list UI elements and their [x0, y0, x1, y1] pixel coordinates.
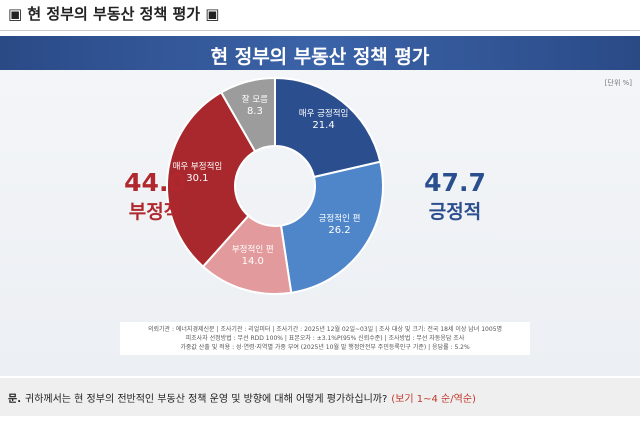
divider: [0, 30, 640, 31]
slice-label: 잘 모름 8.3: [227, 95, 283, 117]
unit: [단위 %]: [604, 79, 632, 87]
pie-slice: [166, 90, 257, 268]
banner: [0, 36, 640, 70]
slice-label: 매우 부정적임 30.1: [169, 162, 225, 184]
question: 문. 귀하께서는 현 정부의 전반적인 부동산 정책 운영 및 방향에 대해 어떻…: [8, 390, 476, 405]
category-label: 긍정적인 편: [318, 213, 361, 224]
value-label: 8.3: [246, 105, 263, 117]
pie-slice: [219, 76, 276, 153]
pie-slice: [279, 160, 384, 294]
summary: 44.0 부정적: [95, 168, 215, 224]
chart-title: 현 정부의 부동산 정책 평가: [210, 46, 430, 68]
header: ▣ 현 정부의 부동산 정책 평가 ▣: [8, 5, 220, 23]
slice-label: 부정적인 편 14.0: [225, 245, 281, 267]
value-label: 30.1: [186, 172, 209, 184]
category-label: 매우 긍정적임: [298, 108, 349, 119]
footer-line: 가중값 산출 및 적용 : 성·연령·지역별 가중 부여 (2025년 10월 …: [180, 344, 470, 351]
summary-label: 부정적: [128, 201, 182, 223]
slice-label: 긍정적인 편 26.2: [312, 214, 368, 236]
summary: 47.7 긍정적: [395, 168, 515, 224]
footer: 의뢰기관 : 에너지경제신문 | 조사기관 : 리얼미터 | 조사기간 : 20…: [120, 322, 530, 355]
category-label: 매우 부정적임: [172, 161, 223, 172]
value-label: 21.4: [312, 119, 335, 131]
question-text: 귀하께서는 현 정부의 전반적인 부동산 정책 운영 및 방향에 대해 어떻게 …: [25, 394, 388, 405]
slice-label: 매우 긍정적임 21.4: [296, 109, 352, 131]
summary-value: 47.7: [424, 168, 486, 197]
footer-line: 피조사자 선정방법 : 무선 RDD 100% | 표본오차 : ±3.1%P(…: [185, 335, 465, 342]
summary-label: 긍정적: [428, 201, 482, 223]
summary-value: 44.0: [124, 168, 186, 197]
value-label: 14.0: [241, 255, 264, 267]
question-bar: [0, 378, 640, 416]
category-label: 잘 모름: [241, 94, 268, 105]
question-prefix: 문.: [8, 394, 21, 405]
category-label: 부정적인 편: [231, 244, 274, 255]
pie-slice: [274, 76, 382, 179]
question-note: (보기 1~4 순/역순): [391, 394, 476, 405]
value-label: 26.2: [328, 224, 351, 236]
footer-line: 의뢰기관 : 에너지경제신문 | 조사기관 : 리얼미터 | 조사기간 : 20…: [147, 326, 503, 333]
